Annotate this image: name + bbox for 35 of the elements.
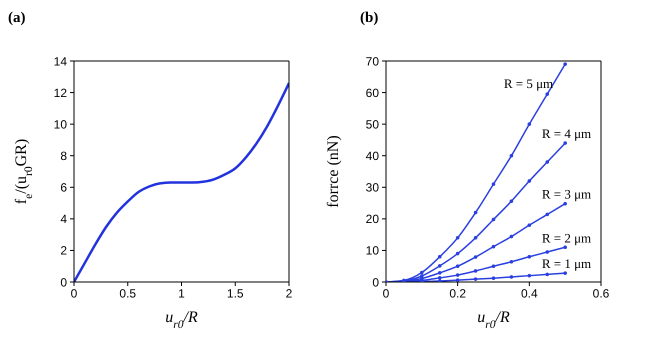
series-label: R = 5 μm <box>504 76 554 92</box>
series-label: R = 2 μm <box>542 230 592 246</box>
y-tick-label: 40 <box>366 148 380 163</box>
y-tick-label: 60 <box>366 86 380 100</box>
y-tick-label: 8 <box>60 148 68 163</box>
x-tick-label: 0.2 <box>449 286 466 301</box>
series-label: R = 4 μm <box>542 126 592 142</box>
x-tick-label: 0.6 <box>592 286 610 301</box>
y-tick-label: 30 <box>366 180 380 195</box>
x-axis-title: u$_{r0}$/R <box>477 309 510 331</box>
y-tick-label: 2 <box>60 244 68 258</box>
chart-title: (b) <box>360 10 378 27</box>
y-tick-label: 4 <box>60 212 68 226</box>
x-tick-label: 0 <box>382 286 390 301</box>
chart-title: (a) <box>8 10 26 27</box>
y-tick-label: 10 <box>54 117 68 132</box>
x-tick-label: 1.5 <box>226 286 244 301</box>
x-tick-label: 0.4 <box>520 286 538 301</box>
y-tick-label: 20 <box>366 212 380 226</box>
x-tick-label: 1 <box>178 286 186 301</box>
y-tick-label: 70 <box>366 54 380 68</box>
x-tick-label: 2 <box>286 286 293 301</box>
x-axis-title: u$_{r0}$/R <box>165 309 198 331</box>
x-tick-label: 0 <box>70 286 78 301</box>
series-label: R = 3 μm <box>542 186 592 202</box>
y-tick-label: 14 <box>54 54 68 68</box>
y-tick-label: 50 <box>366 117 380 132</box>
y-tick-label: 0 <box>60 275 68 290</box>
x-tick-label: 0.5 <box>119 286 136 301</box>
y-tick-label: 12 <box>54 86 68 100</box>
y-tick-label: 6 <box>60 180 68 195</box>
y-tick-label: 0 <box>372 275 380 290</box>
y-axis-title: forrce (nN) <box>325 135 342 208</box>
y-tick-label: 10 <box>366 244 380 258</box>
series-label: R = 1 μm <box>542 256 592 272</box>
